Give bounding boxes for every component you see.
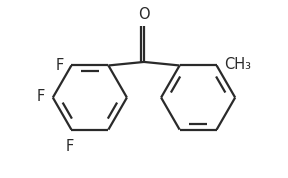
Text: F: F (66, 139, 74, 154)
Text: F: F (37, 89, 45, 104)
Text: F: F (55, 58, 63, 73)
Text: CH₃: CH₃ (224, 57, 251, 72)
Text: O: O (138, 7, 150, 22)
